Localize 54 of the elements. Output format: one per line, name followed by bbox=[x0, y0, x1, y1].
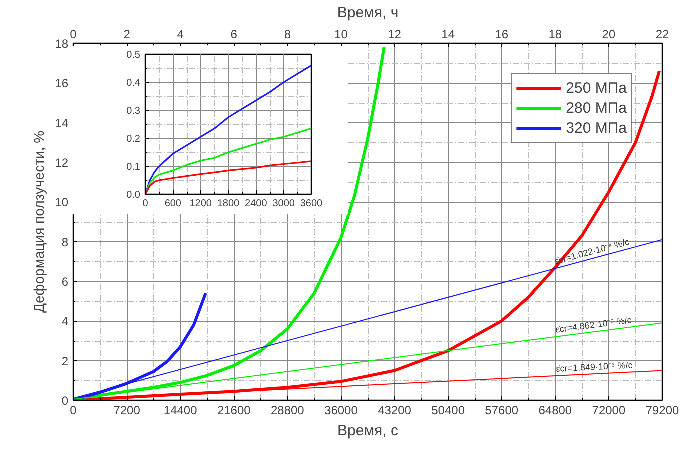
y-tick-label: 8 bbox=[62, 235, 69, 250]
x2-tick-label: 22 bbox=[656, 28, 670, 42]
y-tick-label: 0.2 bbox=[126, 134, 141, 145]
y-axis-title: Деформация ползучести, % bbox=[31, 130, 48, 314]
y-tick-label: 0 bbox=[62, 394, 69, 408]
y-tick-label: 10 bbox=[55, 196, 69, 210]
y-tick-label: 0.4 bbox=[126, 78, 141, 89]
legend-label: 280 МПа bbox=[566, 100, 627, 116]
x-tick-label: 43200 bbox=[378, 404, 412, 418]
x-tick-label: 57600 bbox=[485, 404, 519, 418]
y-tick-label: 0.0 bbox=[126, 190, 141, 201]
x-tick-label: 28800 bbox=[270, 404, 305, 418]
text: ε̇cr=4.862·10⁻⁵ %/с bbox=[555, 315, 633, 335]
x2-tick-label: 10 bbox=[334, 28, 348, 42]
x-tick-label: 3000 bbox=[272, 198, 296, 210]
x2-tick-label: 14 bbox=[442, 28, 456, 42]
x2-tick-label: 20 bbox=[602, 28, 616, 42]
x2-tick-label: 18 bbox=[548, 28, 562, 42]
y-tick-label: 0.3 bbox=[126, 106, 141, 117]
x-tick-label: 64800 bbox=[538, 404, 572, 418]
x-tick-label: 79200 bbox=[646, 404, 680, 418]
series-label: ε̇cr=1.849·10⁻⁵ %/с bbox=[556, 360, 634, 374]
x-tick-label: 14400 bbox=[164, 404, 198, 418]
x-axis-title: Время, с bbox=[338, 422, 399, 440]
x-tick-label: 0 bbox=[142, 198, 149, 210]
legend-label: 320 МПа bbox=[566, 120, 627, 136]
x-tick-label: 2400 bbox=[245, 198, 268, 210]
legend-label: 250 МПа bbox=[566, 80, 627, 96]
y-tick-label: 6 bbox=[62, 275, 69, 289]
x-tick-label: 21600 bbox=[217, 404, 252, 418]
x-tick-label: 50400 bbox=[432, 404, 466, 418]
y-tick-label: 4 bbox=[62, 314, 69, 329]
y-tick-label: 14 bbox=[55, 116, 69, 130]
y-tick-label: 2 bbox=[62, 354, 69, 368]
y-tick-label: 16 bbox=[55, 76, 69, 91]
x2-tick-label: 0 bbox=[70, 28, 78, 42]
x-tick-label: 36000 bbox=[324, 404, 358, 418]
x2-axis-title: Время, ч bbox=[337, 4, 399, 22]
x2-tick-label: 6 bbox=[230, 28, 238, 42]
x2-tick-label: 12 bbox=[388, 28, 402, 42]
x-tick-label: 7200 bbox=[114, 404, 141, 418]
y-tick-label: 0.5 bbox=[126, 50, 141, 61]
x-tick-label: 600 bbox=[164, 198, 182, 210]
y-tick-label: 18 bbox=[55, 37, 69, 51]
x-tick-label: 3600 bbox=[300, 198, 324, 210]
y-tick-label: 0.1 bbox=[126, 162, 141, 173]
x-tick-label: 72000 bbox=[592, 404, 626, 418]
x2-tick-label: 4 bbox=[177, 28, 184, 42]
x-tick-label: 1200 bbox=[190, 198, 212, 210]
x2-tick-label: 8 bbox=[284, 28, 292, 42]
x-tick-label: 0 bbox=[70, 404, 78, 418]
y-tick-label: 12 bbox=[55, 156, 69, 170]
x2-tick-label: 16 bbox=[495, 28, 509, 42]
x-tick-label: 1800 bbox=[217, 198, 240, 210]
